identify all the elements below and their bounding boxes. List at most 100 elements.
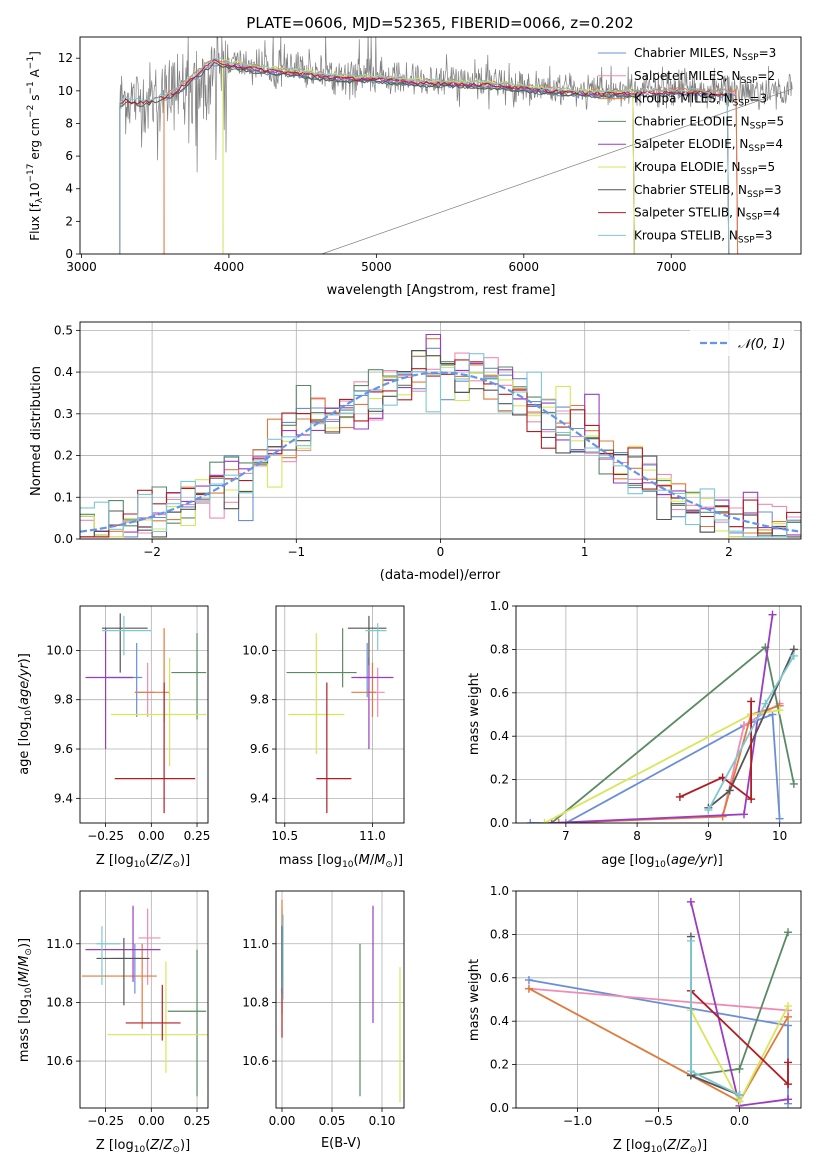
series-marker-7 [784, 1058, 793, 1067]
y-tick-label: 0.2 [490, 773, 509, 787]
point-0 [112, 943, 143, 994]
x-tick-label: 0.0 [730, 1114, 749, 1128]
y-tick-label: 10.6 [242, 1054, 269, 1068]
legend-label-2: Kroupa MILES, NSSP=3 [634, 92, 767, 109]
y-tick-label: 0.0 [490, 816, 509, 830]
mwAge-ylabel: mass weight [467, 673, 482, 755]
x-tick-label: −1.0 [563, 1114, 592, 1128]
series-marker-4 [740, 810, 748, 819]
plot-area [80, 333, 801, 538]
y-tick-label: 0.4 [490, 1014, 509, 1028]
x-tick-label: 7000 [656, 260, 687, 274]
series-marker-3 [789, 779, 798, 788]
x-tick-label: 8 [633, 829, 641, 843]
series-marker-8 [686, 936, 695, 945]
y-tick-label: 0.4 [490, 729, 509, 743]
residual-histogram-panel: −2 −1 0 1 2 0.0 0.1 0.2 0.3 0.4 0.5 𝒩(0, 1) [54, 321, 802, 559]
axes-frame [515, 605, 802, 824]
y-tick-label: 0.0 [490, 1101, 509, 1115]
point-6 [96, 937, 150, 1006]
x-tick-label: 4000 [214, 260, 245, 274]
series-marker-2 [554, 819, 563, 823]
series-marker-0 [526, 819, 535, 823]
x-tick-label: 3000 [66, 260, 97, 274]
axes-frame [275, 605, 405, 824]
series-marker-2 [524, 984, 533, 993]
x-tick-label: 9 [705, 829, 713, 843]
y-tick-label: 0.3 [54, 407, 73, 421]
series-marker-0 [784, 1021, 793, 1030]
plot-area [81, 905, 208, 1097]
point-1 [138, 908, 161, 985]
series-marker-5 [784, 1002, 793, 1011]
x-tick-label: 10.5 [271, 829, 298, 843]
mwZ-ylabel: mass weight [467, 959, 482, 1041]
series-marker-0 [524, 975, 533, 984]
series-marker-7 [747, 795, 756, 804]
y-tick-label: 11.0 [242, 937, 269, 951]
legend-label-7: Salpeter STELIB, NSSP=4 [634, 206, 780, 223]
normal-reference-curve [80, 371, 799, 533]
model-spectrum-7 [119, 59, 730, 254]
series-marker-4 [768, 610, 777, 619]
massE-xlabel: E(B-V) [321, 1136, 361, 1151]
series-line-3 [551, 645, 795, 823]
x-tick-label: 0.25 [184, 829, 211, 843]
y-tick-label: 10.0 [46, 643, 73, 657]
x-tick-label: 0.05 [319, 1114, 346, 1128]
y-tick-label: 0.2 [490, 1058, 509, 1072]
x-tick-label: −0.25 [87, 1114, 124, 1128]
x-tick-label: 11.0 [359, 829, 386, 843]
series-marker-8 [761, 699, 770, 708]
point-3 [286, 628, 357, 688]
x-tick-label: −0.25 [87, 829, 124, 843]
plot-area [286, 615, 394, 814]
legend-label-4: Salpeter ELODIE, NSSP=4 [634, 137, 783, 154]
x-tick-label: 0.10 [369, 1114, 396, 1128]
x-tick-label: 5000 [361, 260, 392, 274]
histogram-8 [80, 353, 801, 538]
legend-label-5: Kroupa ELODIE, NSSP=5 [634, 160, 775, 177]
mass-weight-vs-metallicity-panel: −1.0 −0.5 0.0 0.0 0.2 0.4 0.6 0.8 1.0 [490, 884, 802, 1128]
series-marker-5 [540, 819, 549, 823]
series-line-1 [528, 987, 789, 1012]
y-tick-label: 1.0 [490, 884, 509, 898]
x-tick-label: 0.25 [184, 1114, 211, 1128]
series-marker-7 [784, 1080, 793, 1089]
x-tick-label: 6000 [509, 260, 540, 274]
point-4 [85, 628, 134, 750]
legend-label-8: Kroupa STELIB, NSSP=3 [634, 228, 772, 245]
y-tick-label: 8 [65, 116, 73, 130]
residuals-ylabel: Normed distribution [29, 366, 44, 496]
model-spectrum-2 [163, 58, 739, 254]
y-tick-label: 9.6 [54, 742, 73, 756]
series-marker-4 [686, 897, 695, 906]
series-marker-7 [747, 697, 756, 706]
y-tick-label: 10 [58, 84, 73, 98]
x-tick-label: −1 [287, 545, 305, 559]
series-marker-5 [775, 706, 784, 715]
point-8 [101, 615, 152, 656]
point-0 [107, 642, 143, 717]
y-tick-label: 0.6 [490, 686, 509, 700]
x-tick-label: 0.00 [138, 1114, 165, 1128]
legend: Chabrier MILES, NSSP=3 Salpeter MILES, NS… [598, 46, 784, 245]
y-tick-label: 11.0 [46, 937, 73, 951]
y-tick-label: 9.6 [250, 742, 269, 756]
series-marker-1 [740, 721, 748, 730]
mass-vs-metallicity-panel: −0.25 0.00 0.25 10.6 10.8 11.0 [46, 890, 211, 1128]
point-4 [351, 657, 394, 750]
mass-weight-vs-age-panel: 7 8 9 10 0.0 0.2 0.4 0.6 0.8 1.0 [490, 599, 802, 843]
y-tick-label: 2 [65, 214, 73, 228]
legend-label-0: Chabrier MILES, NSSP=3 [634, 46, 776, 63]
y-tick-label: 6 [65, 149, 73, 163]
point-4 [85, 905, 161, 982]
y-tick-label: 0.1 [54, 490, 73, 504]
axes-frame [275, 890, 405, 1109]
x-tick-label: 2 [725, 545, 733, 559]
model-spectrum-6 [119, 61, 730, 254]
age-vs-metallicity-panel: −0.25 0.00 0.25 9.4 9.6 9.8 10.0 [46, 605, 211, 843]
y-tick-label: 0.4 [54, 365, 73, 379]
axes-frame [79, 321, 802, 540]
